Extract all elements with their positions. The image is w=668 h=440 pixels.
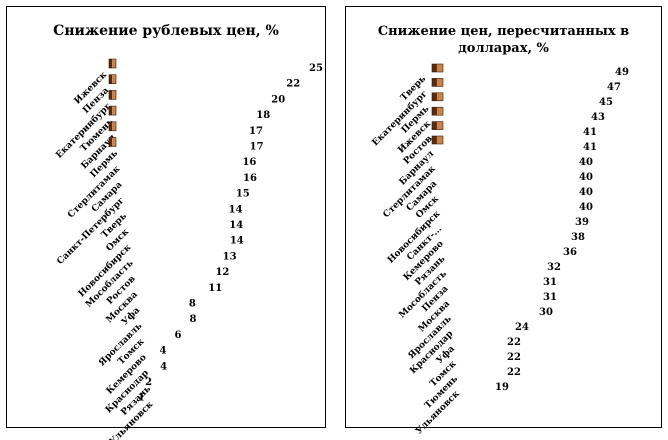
chart-title: Снижение цен, пересчитанных в долларах, … — [377, 24, 630, 56]
bar — [108, 137, 117, 147]
bar — [431, 78, 444, 87]
value-label: 36 — [563, 247, 577, 258]
chart-panel-ruble: Снижение рублевых цен, % Ижевск 25 Пенза 22… — [6, 6, 326, 440]
bar — [431, 106, 444, 116]
value-label: 22 — [507, 352, 521, 363]
value-label: 40 — [579, 187, 593, 198]
value-label: 30 — [539, 307, 553, 318]
chart-ruble-svg: Ижевск25Пенза22Екатеринбург20Тюмень18Бар… — [54, 58, 323, 440]
value-label: 8 — [190, 314, 197, 325]
value-label: 31 — [543, 277, 557, 288]
value-label: 41 — [583, 127, 597, 138]
bar — [431, 63, 444, 73]
value-label: 39 — [575, 217, 589, 228]
value-label: 45 — [599, 97, 613, 108]
value-label: 38 — [571, 232, 585, 243]
value-label: 13 — [223, 251, 237, 262]
value-label: 1 — [138, 393, 145, 404]
value-label: 17 — [250, 142, 264, 153]
value-label: 40 — [579, 157, 593, 168]
value-label: 22 — [507, 367, 521, 378]
bar — [431, 92, 444, 102]
bar — [108, 58, 117, 69]
bar — [108, 105, 117, 116]
value-label: 24 — [515, 322, 529, 333]
value-label: 32 — [547, 262, 561, 273]
value-label: 18 — [256, 110, 270, 121]
value-label: 14 — [229, 220, 243, 231]
value-label: 22 — [507, 337, 521, 348]
value-label: 40 — [579, 172, 593, 183]
value-label: 12 — [215, 267, 229, 278]
value-label: 2 — [145, 377, 152, 388]
value-label: 31 — [543, 292, 557, 303]
value-label: 22 — [286, 79, 300, 90]
value-label: 14 — [230, 236, 244, 247]
value-label: 4 — [160, 346, 167, 357]
value-label: 20 — [271, 94, 285, 105]
value-label: 40 — [579, 202, 593, 213]
value-label: 47 — [607, 82, 621, 93]
bar — [108, 90, 117, 100]
value-label: 16 — [242, 157, 256, 168]
value-label: 4 — [160, 361, 167, 372]
value-label: 8 — [189, 299, 196, 310]
value-label: 43 — [591, 112, 605, 123]
chart-title: Снижение рублевых цен, % — [53, 23, 279, 39]
value-label: 17 — [249, 126, 263, 137]
value-label: 15 — [236, 189, 250, 200]
value-label: 49 — [615, 67, 629, 78]
bar — [108, 121, 117, 132]
chart-panel-dollar: Снижение цен, пересчитанных в долларах, … — [345, 6, 662, 437]
value-label: 6 — [175, 330, 182, 341]
bar — [108, 74, 117, 84]
value-label: 19 — [495, 382, 509, 393]
bar — [431, 121, 444, 130]
value-label: 41 — [583, 142, 597, 153]
chart-dollar-svg: Тверь49Екатеринбург47Пермь45Ижевск43Рост… — [370, 63, 629, 437]
value-label: 16 — [243, 173, 257, 184]
value-label: 11 — [208, 283, 222, 294]
value-label: 14 — [229, 204, 243, 215]
value-label: 25 — [309, 63, 323, 74]
bar — [431, 135, 444, 145]
